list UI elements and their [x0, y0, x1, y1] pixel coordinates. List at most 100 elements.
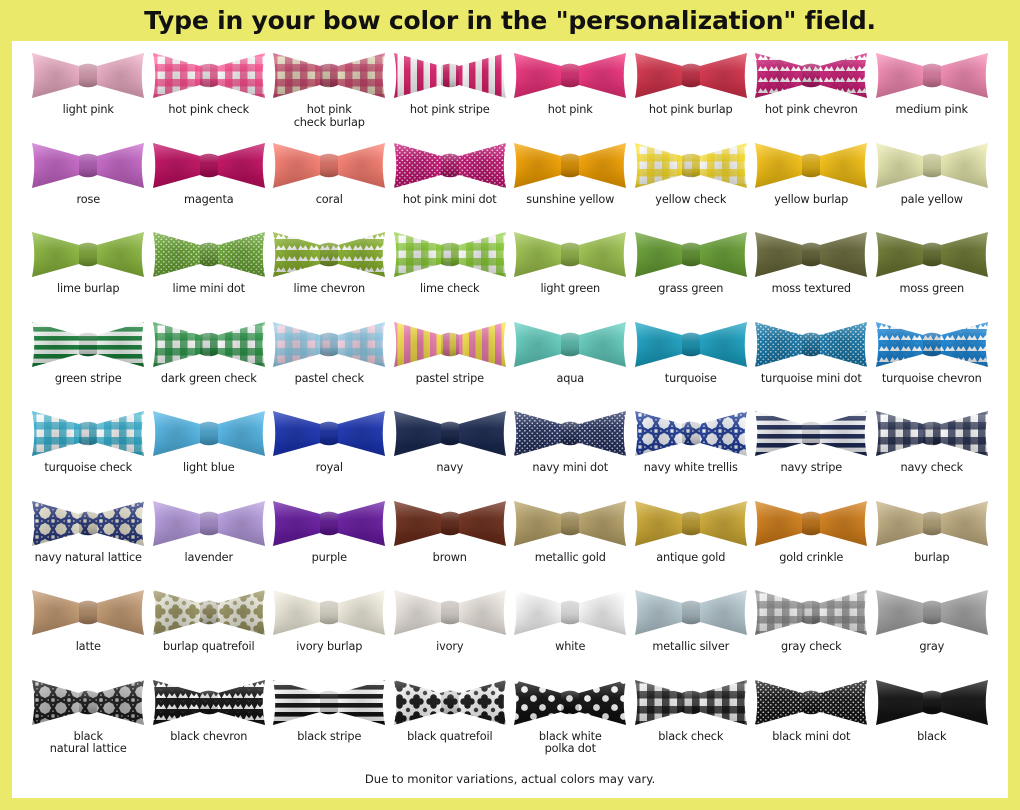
- swatch-label: green stripe: [54, 371, 122, 385]
- swatch-label: pastel check: [294, 371, 365, 385]
- swatch-item[interactable]: navy: [390, 405, 511, 495]
- bow-icon: [150, 674, 268, 730]
- swatch-sheet: light pink hot pink check: [12, 41, 1008, 798]
- swatch-item[interactable]: antique gold: [631, 495, 752, 585]
- swatch-label: lavender: [184, 550, 234, 564]
- swatch-item[interactable]: metallic silver: [631, 584, 752, 674]
- swatch-row: latte: [28, 584, 992, 674]
- swatch-item[interactable]: hot pink mini dot: [390, 137, 511, 227]
- swatch-item[interactable]: black white polka dot: [510, 674, 631, 764]
- swatch-item[interactable]: pastel check: [269, 316, 390, 406]
- swatch-label: purple: [311, 550, 347, 564]
- swatch-label: black chevron: [170, 729, 248, 743]
- swatch-row: turquoise check light blue: [28, 405, 992, 495]
- swatch-grid: light pink hot pink check: [12, 41, 1008, 763]
- swatch-item[interactable]: turquoise chevron: [872, 316, 993, 406]
- swatch-item[interactable]: hot pink: [510, 47, 631, 137]
- bow-icon: [632, 405, 750, 461]
- swatch-item[interactable]: burlap quatrefoil: [149, 584, 270, 674]
- swatch-item[interactable]: brown: [390, 495, 511, 585]
- swatch-label: black quatrefoil: [407, 729, 493, 743]
- swatch-item[interactable]: turquoise: [631, 316, 752, 406]
- swatch-item[interactable]: hot pink stripe: [390, 47, 511, 137]
- swatch-label: royal: [315, 461, 343, 474]
- swatch-label: lime chevron: [293, 282, 366, 295]
- bow-icon: [632, 226, 750, 282]
- bow-icon: [873, 47, 991, 103]
- swatch-item[interactable]: royal: [269, 405, 390, 495]
- swatch-item[interactable]: rose: [28, 137, 149, 227]
- swatch-item[interactable]: hot pink check: [149, 47, 270, 137]
- swatch-item[interactable]: magenta: [149, 137, 270, 227]
- swatch-item[interactable]: lime check: [390, 226, 511, 316]
- bow-icon: [391, 226, 509, 282]
- bow-icon: [150, 584, 268, 640]
- swatch-item[interactable]: aqua: [510, 316, 631, 406]
- swatch-item[interactable]: burlap: [872, 495, 993, 585]
- swatch-item[interactable]: white: [510, 584, 631, 674]
- swatch-label: coral: [315, 192, 343, 206]
- swatch-item[interactable]: light blue: [149, 405, 270, 495]
- swatch-item[interactable]: medium pink: [872, 47, 993, 137]
- swatch-label: navy natural lattice: [34, 550, 142, 564]
- bow-icon: [150, 495, 268, 551]
- swatch-item[interactable]: hot pink burlap: [631, 47, 752, 137]
- swatch-item[interactable]: gray check: [751, 584, 872, 674]
- bow-icon: [270, 137, 388, 193]
- bow-icon: [29, 316, 147, 372]
- bow-icon: [270, 584, 388, 640]
- swatch-item[interactable]: yellow burlap: [751, 137, 872, 227]
- swatch-item[interactable]: ivory burlap: [269, 584, 390, 674]
- swatch-item[interactable]: light pink: [28, 47, 149, 137]
- swatch-item[interactable]: yellow check: [631, 137, 752, 227]
- bow-icon: [150, 47, 268, 103]
- swatch-item[interactable]: turquoise mini dot: [751, 316, 872, 406]
- swatch-label: metallic gold: [534, 550, 606, 564]
- swatch-item[interactable]: metallic gold: [510, 495, 631, 585]
- swatch-label: burlap: [914, 550, 950, 564]
- swatch-item[interactable]: ivory: [390, 584, 511, 674]
- swatch-item[interactable]: black: [872, 674, 993, 764]
- swatch-item[interactable]: navy mini dot: [510, 405, 631, 495]
- bow-icon: [752, 584, 870, 640]
- bow-icon: [29, 405, 147, 461]
- bow-icon: [270, 226, 388, 282]
- swatch-item[interactable]: latte: [28, 584, 149, 674]
- swatch-item[interactable]: hot pink chevron: [751, 47, 872, 137]
- swatch-item[interactable]: black quatrefoil: [390, 674, 511, 764]
- swatch-item[interactable]: gold crinkle: [751, 495, 872, 585]
- swatch-item[interactable]: black chevron: [149, 674, 270, 764]
- swatch-label: turquoise: [664, 371, 717, 385]
- swatch-label: ivory burlap: [296, 640, 363, 653]
- swatch-item[interactable]: coral: [269, 137, 390, 227]
- swatch-label: navy check: [900, 461, 964, 474]
- swatch-item[interactable]: black check: [631, 674, 752, 764]
- swatch-item[interactable]: black natural lattice: [28, 674, 149, 764]
- swatch-item[interactable]: grass green: [631, 226, 752, 316]
- swatch-item[interactable]: gray: [872, 584, 993, 674]
- swatch-item[interactable]: black mini dot: [751, 674, 872, 764]
- swatch-row: light pink hot pink check: [28, 47, 992, 137]
- swatch-item[interactable]: moss green: [872, 226, 993, 316]
- swatch-item[interactable]: navy stripe: [751, 405, 872, 495]
- swatch-item[interactable]: navy natural lattice: [28, 495, 149, 585]
- swatch-item[interactable]: lime mini dot: [149, 226, 270, 316]
- swatch-item[interactable]: moss textured: [751, 226, 872, 316]
- swatch-item[interactable]: green stripe: [28, 316, 149, 406]
- swatch-item[interactable]: pale yellow: [872, 137, 993, 227]
- swatch-item[interactable]: black stripe: [269, 674, 390, 764]
- swatch-item[interactable]: navy check: [872, 405, 993, 495]
- swatch-item[interactable]: navy white trellis: [631, 405, 752, 495]
- swatch-item[interactable]: hot pink check burlap: [269, 47, 390, 137]
- swatch-item[interactable]: dark green check: [149, 316, 270, 406]
- swatch-label: pastel stripe: [415, 371, 485, 385]
- swatch-item[interactable]: sunshine yellow: [510, 137, 631, 227]
- swatch-item[interactable]: turquoise check: [28, 405, 149, 495]
- swatch-item[interactable]: light green: [510, 226, 631, 316]
- swatch-item[interactable]: purple: [269, 495, 390, 585]
- swatch-item[interactable]: lavender: [149, 495, 270, 585]
- swatch-item[interactable]: lime chevron: [269, 226, 390, 316]
- bow-icon: [873, 584, 991, 640]
- swatch-item[interactable]: lime burlap: [28, 226, 149, 316]
- swatch-item[interactable]: pastel stripe: [390, 316, 511, 406]
